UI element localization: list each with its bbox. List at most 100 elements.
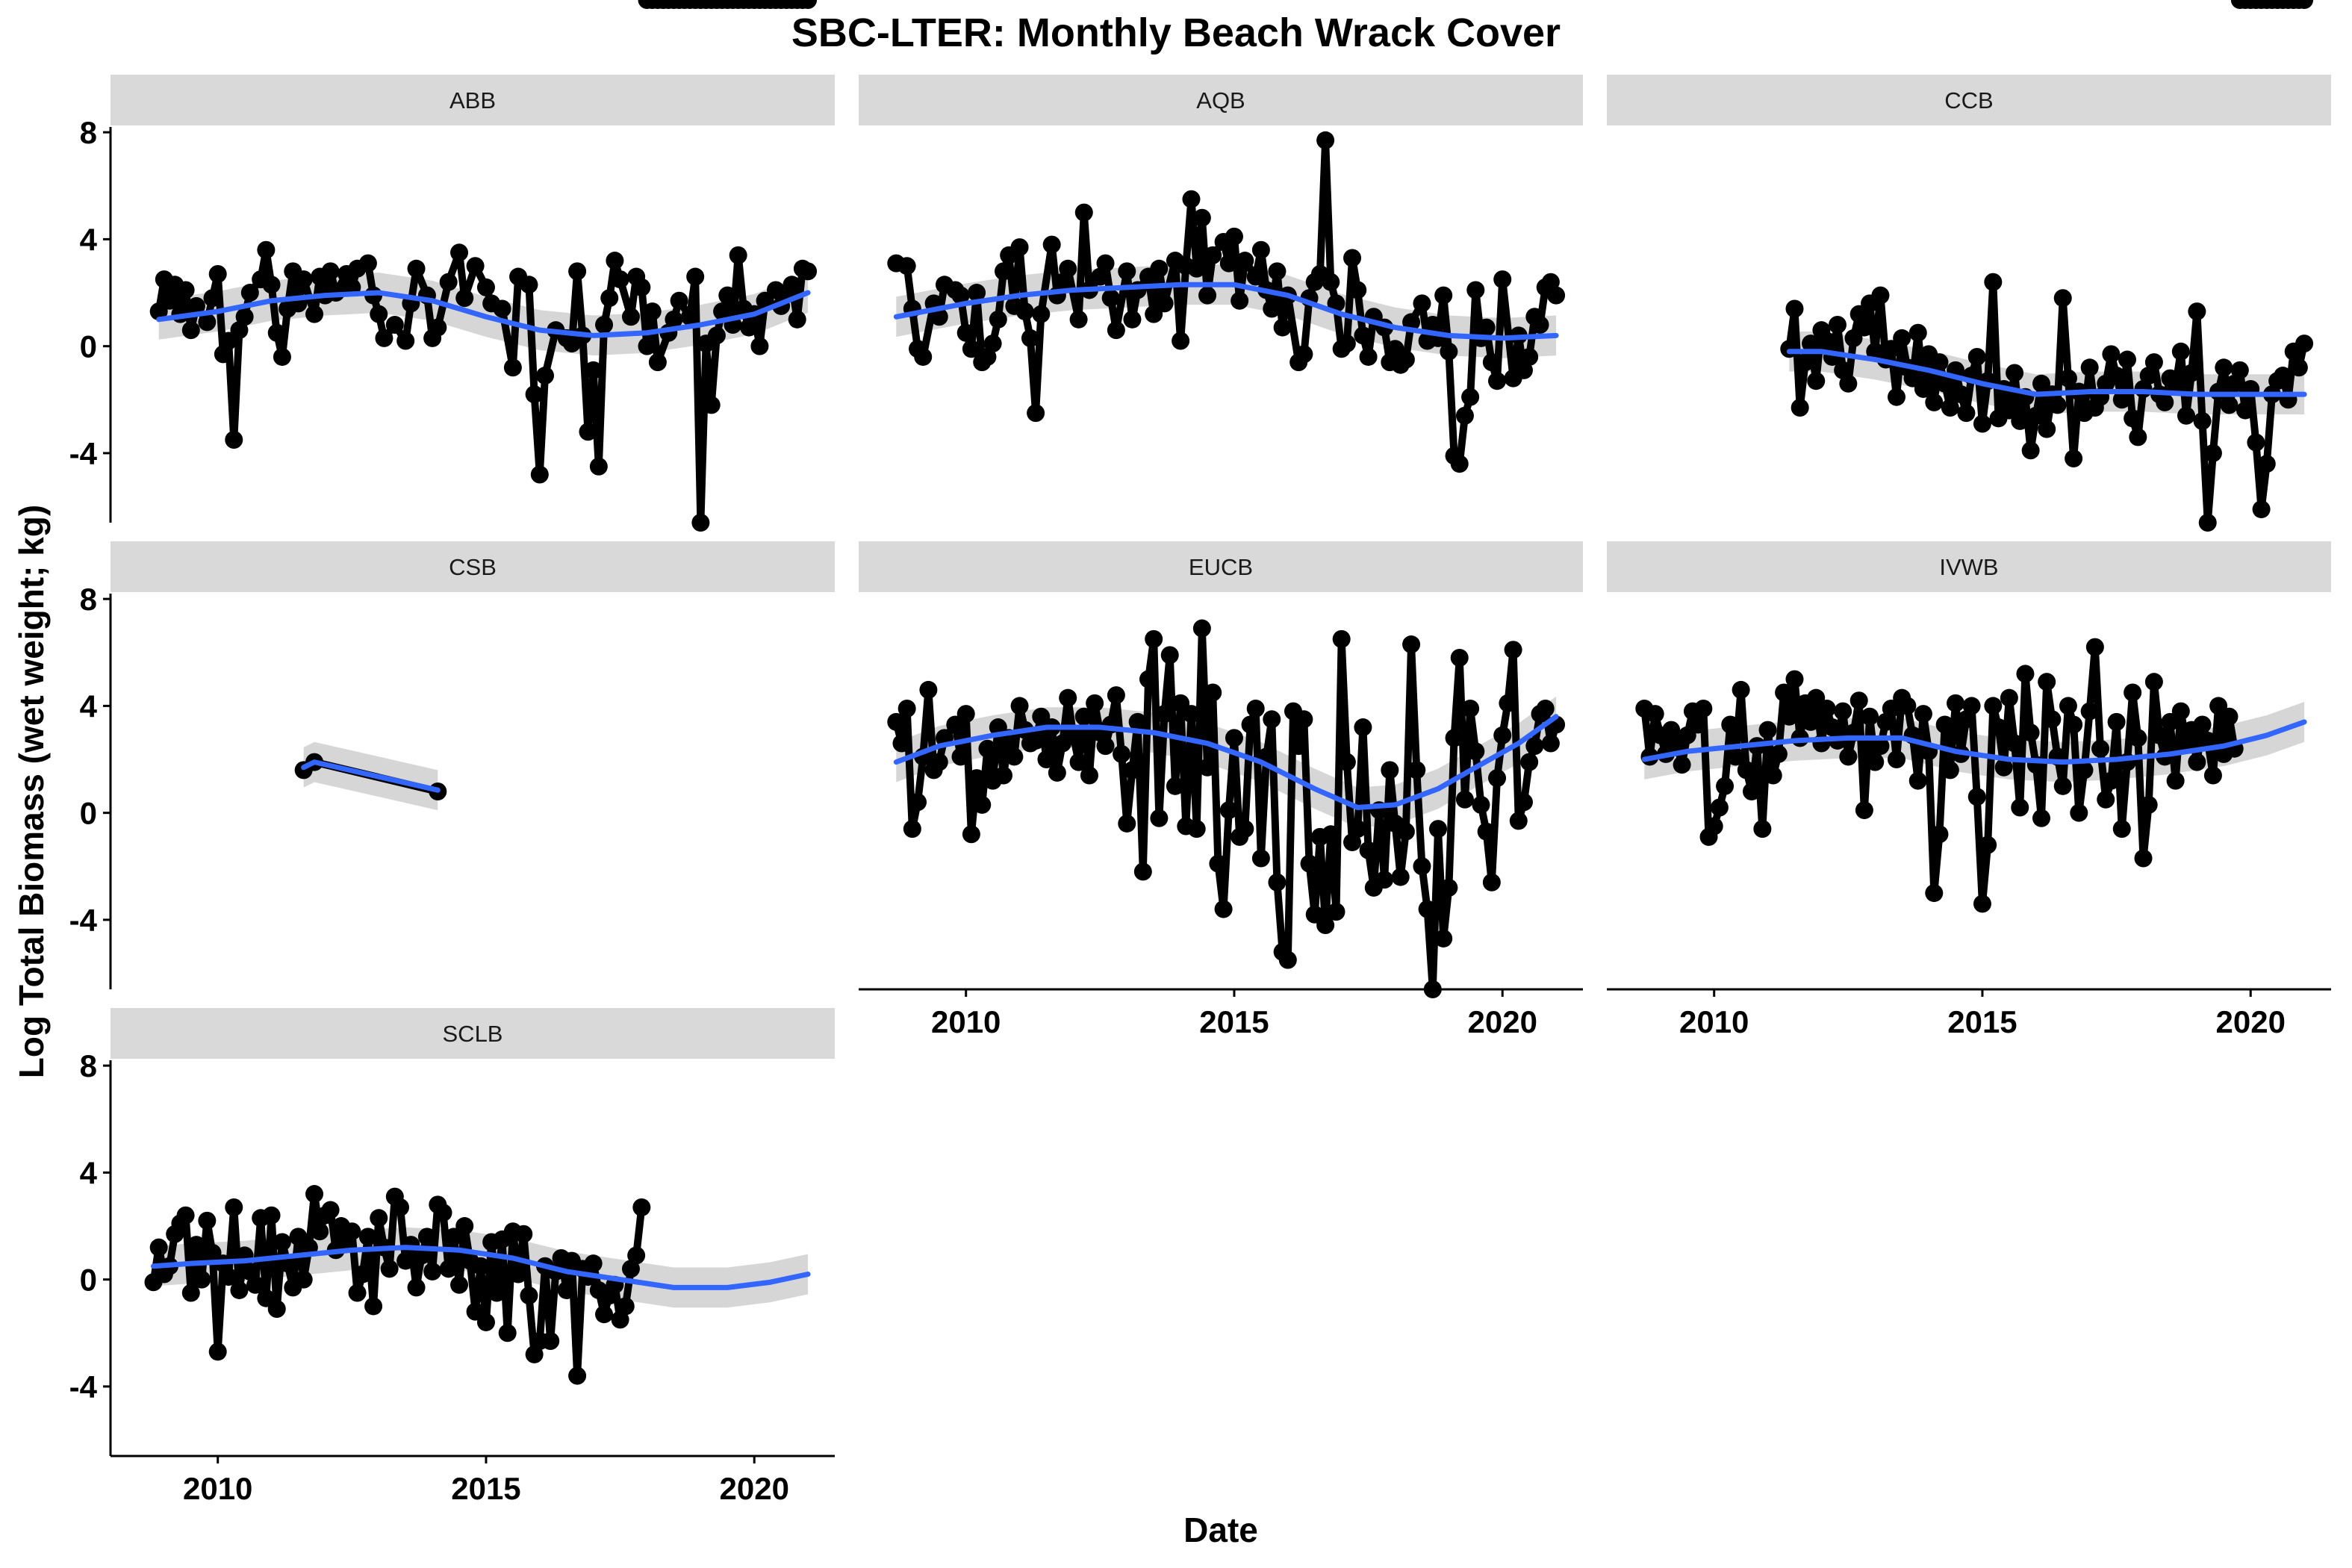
data-point [407,1278,426,1297]
data-point [1994,758,2013,777]
data-point [995,766,1012,785]
data-point [267,323,286,342]
data-point [1802,712,1820,731]
data-point [1166,777,1184,795]
data-point [2236,401,2255,420]
data-point [1839,747,1858,766]
data-point [1381,761,1399,780]
data-point [396,1251,415,1270]
data-point [380,1260,399,1278]
panel-strip [859,541,1583,592]
data-point [493,299,511,318]
data-point [220,1268,238,1287]
data-point [600,289,619,308]
data-point [193,1270,211,1289]
data-point [1246,267,1265,286]
data-point [273,1233,291,1251]
data-point [686,267,705,286]
data-point [2102,771,2121,790]
data-point [1418,900,1437,918]
data-point [471,1257,490,1275]
data-point [1947,694,1965,712]
data-point [1268,873,1287,892]
data-point [1440,342,1458,361]
data-point [1855,318,1873,337]
data-point [1780,707,1799,726]
data-point [1145,629,1163,648]
data-point [611,270,629,289]
data-point [1263,299,1281,318]
data-point [1493,726,1512,744]
data-point [930,308,948,326]
data-point [1204,683,1222,702]
y-tick-label: 8 [80,115,97,150]
data-point [1155,705,1174,724]
data-point [455,1217,474,1236]
y-tick-label: 0 [80,329,97,364]
data-point [262,1206,281,1225]
data-point [2124,683,2142,702]
data-point [1348,820,1367,839]
data-point [595,316,614,334]
data-point [1791,399,1809,417]
data-point [1888,388,1905,406]
data-point [1332,629,1351,648]
data-point [1198,758,1217,777]
data-point [1246,699,1265,718]
data-point [1979,836,1997,854]
data-point [1123,310,1142,329]
data-point [1908,323,1927,342]
data-point [978,739,997,758]
data-point [1322,825,1340,844]
data-point [257,240,276,259]
series-line-smooth [893,714,1559,810]
data-point [1225,729,1243,747]
data-point [643,302,662,321]
data-point [375,329,393,347]
data-point [1710,798,1729,817]
data-point [1128,712,1147,731]
data-point [930,753,948,771]
data-point [2021,441,2040,460]
data-point [2129,729,2147,747]
data-point [750,337,769,355]
data-point [897,257,916,276]
data-point [1705,817,1723,836]
data-point [1541,734,1560,753]
data-point [1952,385,1970,404]
data-point [514,1225,533,1243]
data-point [2075,761,2094,780]
data-point [1209,854,1228,873]
data-point [887,712,906,731]
data-point [691,514,710,532]
data-point [198,1211,217,1230]
data-point [364,1297,383,1316]
data-point [1888,750,1905,769]
data-point [1488,372,1507,391]
data-point [1726,747,1745,766]
data-point [181,1284,200,1302]
data-point [1327,903,1345,921]
data-point [1898,697,1917,715]
panel-strip-label: CSB [449,554,497,580]
data-point [1316,916,1335,935]
data-point [294,1270,313,1289]
data-point [2171,702,2190,721]
x-tick-label: 2015 [451,1471,520,1506]
data-point [2053,777,2072,795]
data-point [370,1209,388,1228]
data-point [530,465,549,484]
data-point [2032,809,2050,827]
data-point [1914,379,1932,398]
data-point [973,795,992,814]
data-point [1251,240,1270,259]
data-point [1096,737,1115,756]
data-point [1268,262,1287,281]
data-point [1231,291,1249,310]
data-point [1027,731,1045,750]
data-point [1348,281,1367,299]
data-point [358,254,377,273]
data-point [2124,409,2142,428]
data-point [616,1297,635,1316]
data-point [783,276,801,294]
